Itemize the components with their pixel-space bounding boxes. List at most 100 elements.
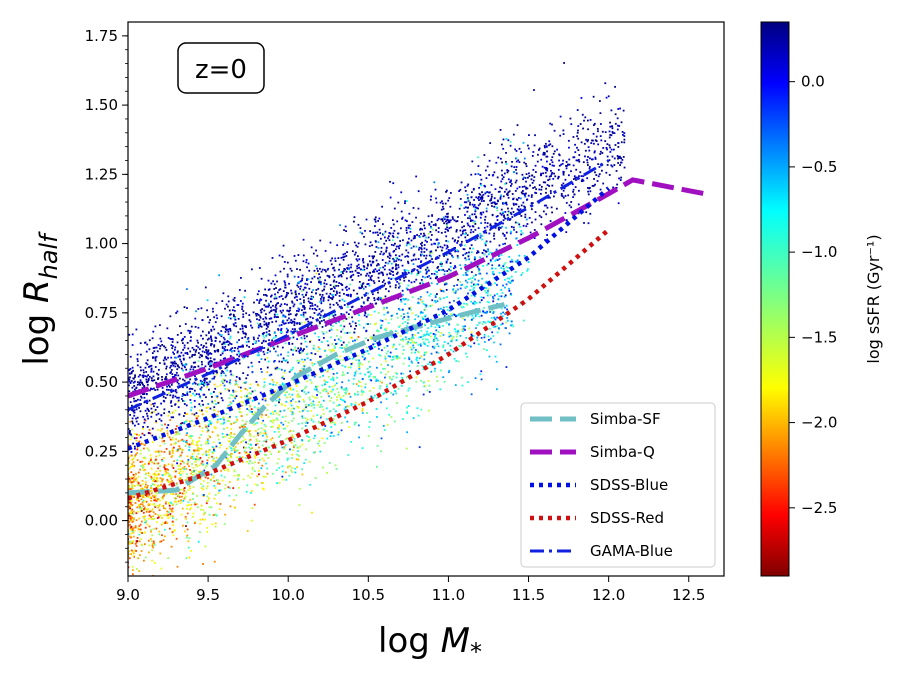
- scatter-point: [346, 420, 349, 423]
- scatter-point: [344, 416, 347, 419]
- scatter-point: [513, 166, 516, 169]
- scatter-point: [446, 308, 449, 311]
- scatter-point: [384, 295, 387, 298]
- scatter-point: [586, 164, 589, 166]
- scatter-point: [365, 315, 368, 318]
- scatter-point: [149, 460, 152, 463]
- scatter-point: [149, 432, 152, 435]
- scatter-point: [380, 250, 383, 253]
- scatter-point: [142, 585, 144, 587]
- scatter-point: [500, 289, 503, 291]
- scatter-point: [266, 333, 269, 336]
- scatter-point: [243, 325, 246, 328]
- scatter-point: [291, 368, 293, 371]
- scatter-point: [509, 144, 512, 147]
- scatter-point: [309, 483, 311, 486]
- scatter-point: [273, 313, 276, 316]
- scatter-point: [609, 125, 612, 128]
- scatter-point: [214, 399, 217, 402]
- scatter-point: [507, 191, 510, 194]
- scatter-point: [137, 475, 140, 478]
- scatter-point: [296, 284, 299, 287]
- scatter-point: [304, 417, 307, 420]
- scatter-point: [171, 345, 174, 347]
- scatter-point: [306, 317, 309, 320]
- scatter-point: [577, 149, 580, 152]
- scatter-point: [415, 278, 418, 281]
- scatter-point: [391, 358, 393, 361]
- scatter-point: [419, 261, 422, 263]
- scatter-point: [174, 390, 177, 393]
- scatter-point: [292, 430, 295, 433]
- scatter-point: [131, 333, 134, 336]
- scatter-point: [130, 370, 133, 373]
- scatter-point: [147, 462, 150, 465]
- scatter-point: [221, 325, 224, 328]
- scatter-point: [289, 401, 292, 404]
- scatter-point: [459, 264, 462, 267]
- scatter-point: [159, 499, 162, 502]
- scatter-point: [302, 349, 304, 352]
- scatter-point: [462, 254, 465, 257]
- scatter-point: [322, 399, 325, 402]
- scatter-point: [538, 147, 541, 150]
- scatter-point: [201, 518, 204, 521]
- scatter-point: [505, 304, 508, 307]
- scatter-point: [169, 438, 172, 441]
- scatter-point: [543, 204, 546, 207]
- scatter-point: [495, 360, 498, 363]
- scatter-point: [310, 324, 313, 327]
- scatter-point: [268, 311, 271, 314]
- scatter-point: [323, 379, 326, 382]
- scatter-point: [436, 339, 439, 342]
- scatter-point: [467, 255, 470, 258]
- scatter-point: [297, 276, 300, 278]
- scatter-point: [503, 263, 506, 266]
- scatter-point: [467, 199, 470, 202]
- scatter-point: [333, 287, 336, 290]
- scatter-point: [309, 340, 311, 343]
- scatter-point: [437, 227, 440, 229]
- scatter-point: [205, 502, 208, 505]
- scatter-point: [190, 472, 193, 475]
- scatter-point: [430, 255, 432, 258]
- scatter-point: [303, 400, 306, 403]
- scatter-point: [369, 230, 372, 233]
- scatter-point: [419, 267, 422, 270]
- scatter-point: [174, 356, 177, 359]
- scatter-point: [303, 306, 306, 309]
- scatter-point: [232, 323, 235, 326]
- scatter-point: [264, 294, 267, 296]
- scatter-point: [367, 339, 369, 342]
- scatter-point: [273, 297, 276, 300]
- scatter-point: [232, 487, 235, 489]
- scatter-point: [485, 169, 487, 172]
- scatter-point: [467, 381, 469, 384]
- scatter-point: [496, 215, 499, 217]
- scatter-point: [356, 271, 359, 274]
- scatter-point: [325, 270, 327, 273]
- scatter-point: [228, 397, 231, 400]
- scatter-point: [515, 198, 518, 201]
- scatter-point: [180, 362, 183, 365]
- scatter-point: [565, 231, 568, 234]
- scatter-point: [128, 428, 130, 430]
- scatter-point: [611, 125, 614, 128]
- scatter-point: [378, 339, 381, 342]
- scatter-point: [174, 428, 177, 430]
- scatter-point: [228, 445, 231, 448]
- scatter-point: [502, 311, 504, 314]
- scatter-point: [432, 261, 434, 264]
- scatter-point: [291, 301, 294, 304]
- scatter-point: [486, 165, 489, 168]
- scatter-point: [307, 297, 310, 300]
- scatter-point: [291, 467, 293, 469]
- scatter-point: [206, 485, 209, 488]
- scatter-point: [405, 376, 408, 379]
- scatter-point: [368, 421, 371, 423]
- scatter-point: [311, 304, 314, 307]
- scatter-point: [285, 359, 288, 362]
- scatter-point: [500, 208, 503, 211]
- scatter-point: [428, 341, 430, 344]
- scatter-point: [298, 487, 301, 490]
